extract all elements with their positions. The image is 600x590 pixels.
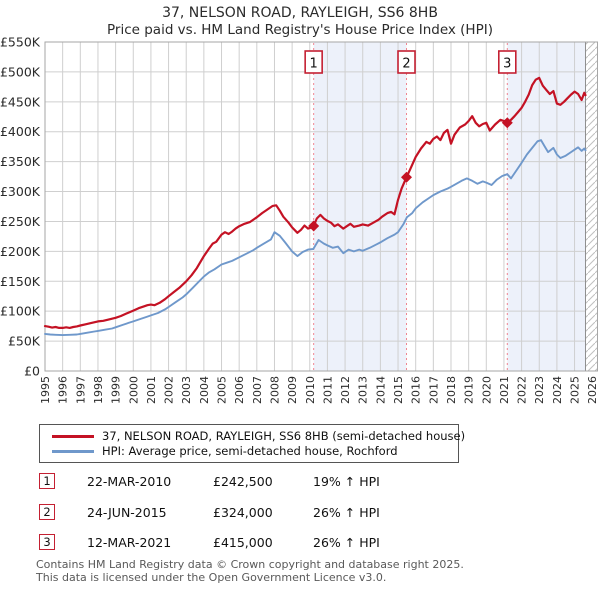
price-history-chart: 1 2 3 £0 £50K £100K £150K £200K £250K £300K £350K £… [0, 35, 599, 405]
x-axis-label: 2005 [216, 376, 229, 404]
x-axis-label: 2014 [374, 376, 387, 404]
sale-price: £242,500 [213, 474, 273, 489]
hpi-line [44, 139, 587, 337]
x-axis-label: 2012 [339, 376, 352, 404]
sale-hpi-delta: 26% ↑ HPI [313, 535, 380, 550]
legend-label: 37, NELSON ROAD, RAYLEIGH, SS6 8HB (semi… [102, 429, 466, 443]
y-axis-label: £100K [0, 304, 41, 319]
legend-box: 37, NELSON ROAD, RAYLEIGH, SS6 8HB (semi… [39, 424, 465, 463]
x-axis-label: 2010 [304, 376, 317, 404]
x-axis-label: 1995 [39, 376, 52, 404]
sale-row-1: 1 22-MAR-2010 £242,500 19% ↑ HPI [0, 473, 600, 490]
price-paid-line [43, 76, 587, 329]
page-subtitle: Price paid vs. HM Land Registry's House … [107, 22, 493, 38]
x-axis-label: 2013 [357, 376, 370, 404]
x-axis-label: 2023 [533, 376, 546, 404]
y-axis-label: £150K [0, 274, 41, 289]
sale-date: 22-MAR-2010 [87, 474, 172, 489]
sale-annotation-number: 3 [503, 57, 511, 72]
x-axis-label: 2006 [233, 376, 246, 404]
x-axis-label: 1999 [110, 376, 123, 404]
x-axis-label: 2001 [145, 376, 158, 404]
x-axis-label: 2019 [463, 376, 476, 404]
legend-item-price-paid: 37, NELSON ROAD, RAYLEIGH, SS6 8HB (semi… [40, 428, 465, 444]
sale-hpi-delta: 26% ↑ HPI [313, 505, 380, 520]
sale-date: 24-JUN-2015 [87, 505, 167, 520]
y-axis-label: £50K [8, 334, 41, 349]
x-axis-label: 2000 [127, 376, 140, 404]
footer-line1: Contains HM Land Registry data © Crown c… [36, 558, 464, 571]
sale-price: £324,000 [213, 505, 273, 520]
sale-marker [308, 220, 320, 232]
ownership-band [313, 42, 407, 371]
x-axis-label: 2016 [410, 376, 423, 404]
x-axis-label: 2007 [251, 376, 264, 404]
sale-marker [401, 171, 413, 183]
hpi-line-swatch [52, 450, 94, 453]
x-axis-label: 2026 [586, 376, 599, 404]
sale-number-badge: 2 [39, 504, 55, 520]
sale-row-3: 3 12-MAR-2021 £415,000 26% ↑ HPI [0, 534, 600, 551]
sale-annotation-box [497, 50, 517, 74]
license-footer: Contains HM Land Registry data © Crown c… [36, 558, 464, 584]
y-axis-label: £350K [0, 154, 41, 169]
legend-label: HPI: Average price, semi-detached house,… [102, 444, 398, 458]
sale-annotation-number: 2 [402, 57, 410, 72]
x-axis-label: 1997 [74, 376, 87, 404]
x-axis-label: 1996 [57, 376, 70, 404]
sale-annotation-box [304, 50, 323, 74]
sale-number-badge: 1 [39, 473, 55, 489]
x-axis-label: 2004 [198, 376, 211, 404]
legend-item-hpi: HPI: Average price, semi-detached house,… [40, 443, 458, 459]
y-axis-label: £300K [0, 184, 41, 199]
x-axis-label: 2009 [286, 376, 299, 404]
x-axis-label: 2020 [480, 376, 493, 404]
sale-number-badge: 3 [39, 534, 55, 550]
x-axis-label: 2003 [180, 376, 193, 404]
title-block: 37, NELSON ROAD, RAYLEIGH, SS6 8HB Price… [0, 4, 600, 39]
x-axis-label: 2017 [427, 376, 440, 404]
x-axis-label: 2018 [445, 376, 458, 404]
y-axis-label: £550K [0, 35, 41, 50]
future-hatch-region [585, 42, 598, 371]
y-axis-label: £250K [0, 214, 41, 229]
sale-date: 12-MAR-2021 [87, 535, 172, 550]
y-axis-label: £450K [0, 94, 41, 109]
y-axis-label: £0 [24, 364, 40, 379]
page-title: 37, NELSON ROAD, RAYLEIGH, SS6 8HB [162, 5, 438, 21]
footer-line2: This data is licensed under the Open Gov… [36, 570, 387, 584]
x-axis-label: 1998 [92, 376, 105, 404]
plot-border [44, 41, 598, 372]
y-axis-label: £500K [0, 64, 41, 79]
sale-hpi-delta: 19% ↑ HPI [313, 474, 380, 489]
y-axis-label: £200K [0, 244, 41, 259]
x-axis-label: 2015 [392, 376, 405, 404]
y-axis-label: £400K [0, 124, 41, 139]
sale-annotation-box [397, 50, 416, 74]
sale-price: £415,000 [213, 535, 273, 550]
price-paid-line-swatch [52, 435, 94, 438]
x-axis-label: 2022 [516, 376, 529, 404]
sale-row-2: 2 24-JUN-2015 £324,000 26% ↑ HPI [0, 504, 600, 521]
x-axis-label: 2025 [569, 376, 582, 404]
sale-annotation-number: 1 [310, 57, 318, 72]
sale-marker [501, 117, 513, 129]
x-axis-label: 2008 [268, 376, 281, 404]
x-axis-label: 2021 [498, 376, 511, 404]
x-axis-label: 2011 [321, 376, 334, 404]
x-axis-label: 2024 [551, 376, 564, 404]
ownership-band [507, 42, 586, 371]
x-axis-label: 2002 [163, 376, 176, 404]
